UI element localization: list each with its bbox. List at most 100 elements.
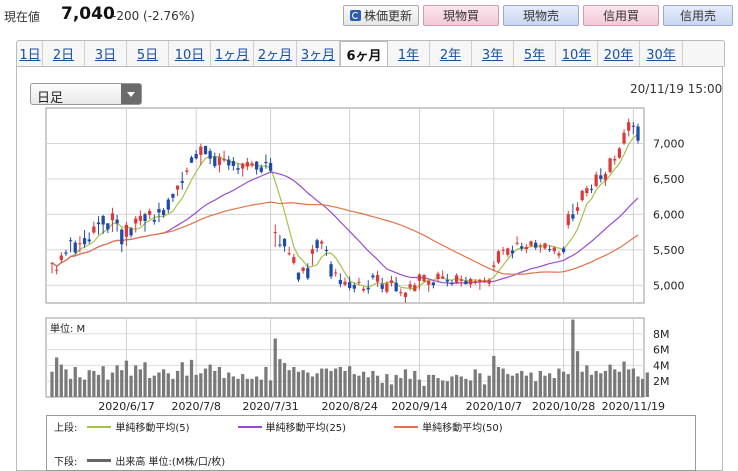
volume-bar xyxy=(50,371,54,397)
volume-bar xyxy=(343,370,347,397)
volume-bar xyxy=(552,378,556,397)
date-tick-label: 2020/10/28 xyxy=(532,400,595,413)
interval-select-value: 日足 xyxy=(37,91,64,106)
candle-body xyxy=(129,228,133,236)
tab-1[interactable]: 1日 xyxy=(18,41,43,66)
candle-body xyxy=(575,207,580,211)
tab-12[interactable]: 3年 xyxy=(472,41,514,66)
candle-body xyxy=(222,159,226,161)
tab-2[interactable]: 2日 xyxy=(43,41,85,66)
tab-11[interactable]: 2年 xyxy=(430,41,472,66)
tab-label: 30年 xyxy=(646,48,676,63)
sell-margin-button[interactable]: 信用売 xyxy=(663,5,733,26)
price-plot-frame xyxy=(45,107,645,304)
volume-bar xyxy=(431,374,435,397)
refresh-icon xyxy=(349,10,361,21)
tab-label: 1日 xyxy=(19,48,41,63)
tab-label: 3年 xyxy=(481,48,504,63)
candle-body xyxy=(227,159,231,166)
candle-body xyxy=(73,242,77,253)
price-tick-label: 5,500 xyxy=(653,244,685,257)
legend-upper: 上段: 単純移動平均(5) 単純移動平均(25) 単純移動平均(50) xyxy=(54,419,503,434)
candle-body xyxy=(110,213,115,221)
tab-13[interactable]: 5年 xyxy=(514,41,556,66)
tab-16[interactable]: 30年 xyxy=(640,41,683,66)
candle-body xyxy=(199,146,203,155)
volume-bar xyxy=(166,373,170,397)
volume-bar xyxy=(538,370,542,397)
volume-bar xyxy=(352,374,356,397)
volume-bar xyxy=(594,370,598,397)
tab-14[interactable]: 10年 xyxy=(556,41,598,66)
candle-body xyxy=(427,280,431,285)
volume-bar xyxy=(608,364,612,397)
date-tick-label: 2020/10/7 xyxy=(466,400,522,413)
volume-bar xyxy=(73,366,77,397)
candle-body xyxy=(431,282,435,286)
ma50-line xyxy=(51,201,639,275)
buy-margin-button[interactable]: 信用買 xyxy=(583,5,659,26)
volume-bar xyxy=(175,370,180,397)
candle-body xyxy=(436,273,440,280)
volume-bar xyxy=(403,369,408,397)
tab-6[interactable]: 1ヶ月 xyxy=(211,41,254,66)
tab-8[interactable]: 3ヶ月 xyxy=(297,41,340,66)
volume-bar xyxy=(189,359,194,397)
candle-body xyxy=(236,168,240,170)
legend-volume-label: 出来高 単位:(M株/口/枚) xyxy=(115,457,226,468)
refresh-quote-button[interactable]: 株価更新 xyxy=(343,5,419,26)
volume-tick-label: 8M xyxy=(653,328,670,341)
volume-bar xyxy=(375,375,380,397)
price-change: -200 (-2.76%) xyxy=(112,9,195,23)
tab-3[interactable]: 3日 xyxy=(85,41,127,66)
legend-ma5-swatch xyxy=(87,425,112,428)
buy-spot-button[interactable]: 現物買 xyxy=(423,5,499,26)
volume-bar xyxy=(106,379,110,397)
tab-10[interactable]: 1年 xyxy=(388,41,430,66)
tab-7[interactable]: 2ヶ月 xyxy=(254,41,297,66)
candle-body xyxy=(454,275,459,283)
volume-bar xyxy=(561,371,566,397)
volume-bar xyxy=(645,372,649,397)
tab-5[interactable]: 10日 xyxy=(169,41,211,66)
candle-body xyxy=(622,132,626,144)
candle-body xyxy=(394,282,398,292)
legend-ma50-swatch xyxy=(394,425,419,428)
candle-body xyxy=(217,157,222,166)
volume-bar xyxy=(301,370,305,397)
candle-body xyxy=(250,163,254,166)
sell-spot-button[interactable]: 現物売 xyxy=(503,5,579,26)
date-tick-label: 2020/8/24 xyxy=(321,400,377,413)
volume-bar xyxy=(110,372,115,397)
volume-bar xyxy=(566,374,570,397)
candle-body xyxy=(245,162,249,167)
volume-bar xyxy=(450,376,454,397)
tab-15[interactable]: 20年 xyxy=(598,41,640,66)
candle-body xyxy=(408,284,412,288)
candle-body xyxy=(603,173,608,181)
tab-9[interactable]: 6ヶ月 xyxy=(340,41,388,67)
interval-select[interactable]: 日足 xyxy=(30,83,142,106)
volume-bar xyxy=(180,362,184,397)
tab-label: 1年 xyxy=(397,48,420,63)
candle-body xyxy=(306,268,310,279)
volume-bar xyxy=(357,375,361,397)
candle-body xyxy=(422,274,426,282)
tab-4[interactable]: 5日 xyxy=(127,41,169,66)
candle-body xyxy=(608,158,612,172)
volume-bar xyxy=(82,379,87,397)
candle-body xyxy=(296,272,301,280)
candle-body xyxy=(631,125,635,127)
candle-body xyxy=(538,246,542,248)
volume-bar xyxy=(627,369,631,397)
legend-ma50-label: 単純移動平均(50) xyxy=(422,423,503,434)
candle-body xyxy=(617,148,622,158)
volume-bar xyxy=(389,384,394,397)
volume-bar xyxy=(306,372,310,397)
candle-body xyxy=(357,281,361,283)
volume-bar xyxy=(320,368,324,397)
volume-bar xyxy=(334,368,338,397)
volume-bar xyxy=(366,377,370,397)
candle-body xyxy=(534,242,538,248)
